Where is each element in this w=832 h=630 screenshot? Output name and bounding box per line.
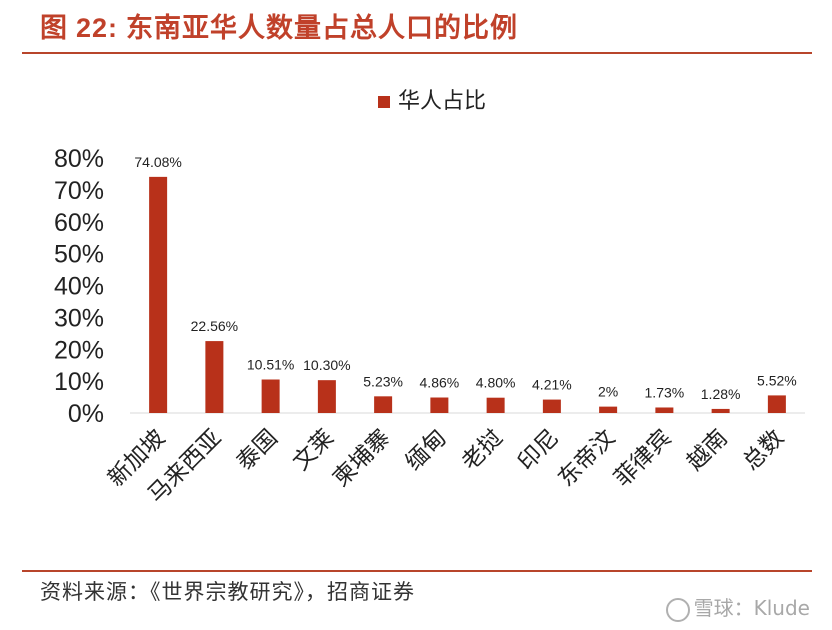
y-tick-label: 60% bbox=[54, 209, 104, 237]
bar bbox=[149, 176, 168, 413]
data-label: 1.28% bbox=[701, 386, 741, 402]
y-tick-label: 30% bbox=[54, 304, 104, 332]
source-note: 资料来源：《世界宗教研究》，招商证券 bbox=[40, 580, 415, 604]
bar bbox=[542, 399, 561, 413]
legend-label: 华人占比 bbox=[398, 89, 486, 114]
footer-divider bbox=[22, 570, 812, 572]
data-label: 4.21% bbox=[532, 377, 572, 393]
data-label: 1.73% bbox=[645, 384, 685, 400]
y-tick-label: 40% bbox=[54, 273, 104, 301]
figure-label: 图 bbox=[40, 13, 68, 44]
category-label: 老挝 bbox=[457, 425, 508, 476]
legend-swatch bbox=[378, 96, 390, 108]
category-label: 东帝汶 bbox=[553, 425, 620, 492]
category-label: 柬埔寨 bbox=[328, 425, 395, 492]
y-tick-label: 20% bbox=[54, 336, 104, 364]
watermark: 雪球：Klude bbox=[665, 592, 810, 622]
data-label: 4.80% bbox=[476, 375, 516, 391]
snowball-logo-icon bbox=[665, 597, 690, 622]
y-tick-label: 0% bbox=[68, 400, 104, 428]
bar bbox=[205, 341, 224, 413]
figure-title-text: 东南亚华人数量占总人口的比例 bbox=[126, 13, 519, 44]
category-label: 总数 bbox=[738, 425, 789, 476]
header-divider bbox=[22, 52, 812, 54]
data-label: 2% bbox=[598, 384, 618, 400]
bar bbox=[261, 379, 280, 413]
bar bbox=[317, 380, 336, 413]
bar bbox=[599, 406, 618, 413]
bar bbox=[655, 407, 674, 413]
bar bbox=[374, 396, 393, 413]
y-tick-label: 80% bbox=[54, 145, 104, 173]
bar bbox=[486, 397, 505, 413]
bar bbox=[711, 408, 730, 413]
data-label: 10.30% bbox=[303, 357, 350, 373]
data-label: 10.51% bbox=[247, 356, 294, 372]
bar-chart: 0%10%20%30%40%50%60%70%80%华人占比74.08%新加坡2… bbox=[54, 89, 805, 508]
category-label: 文莱 bbox=[288, 425, 339, 476]
figure-title: 图 22: 东南亚华人数量占总人口的比例 bbox=[40, 6, 518, 45]
category-label: 印尼 bbox=[513, 425, 564, 476]
bar bbox=[430, 397, 449, 413]
y-tick-label: 10% bbox=[54, 368, 104, 396]
data-label: 4.86% bbox=[420, 375, 460, 391]
figure-number: 22: bbox=[76, 13, 119, 43]
category-label: 越南 bbox=[682, 425, 733, 476]
watermark-text: 雪球：Klude bbox=[693, 596, 810, 620]
bar bbox=[767, 395, 786, 413]
category-label: 菲律宾 bbox=[609, 425, 676, 492]
y-tick-label: 70% bbox=[54, 177, 104, 205]
category-label: 泰国 bbox=[232, 425, 283, 476]
data-label: 5.52% bbox=[757, 372, 797, 388]
category-label: 缅甸 bbox=[401, 425, 452, 476]
data-label: 5.23% bbox=[363, 373, 403, 389]
data-label: 74.08% bbox=[134, 154, 181, 170]
y-tick-label: 50% bbox=[54, 241, 104, 269]
data-label: 22.56% bbox=[191, 318, 238, 334]
